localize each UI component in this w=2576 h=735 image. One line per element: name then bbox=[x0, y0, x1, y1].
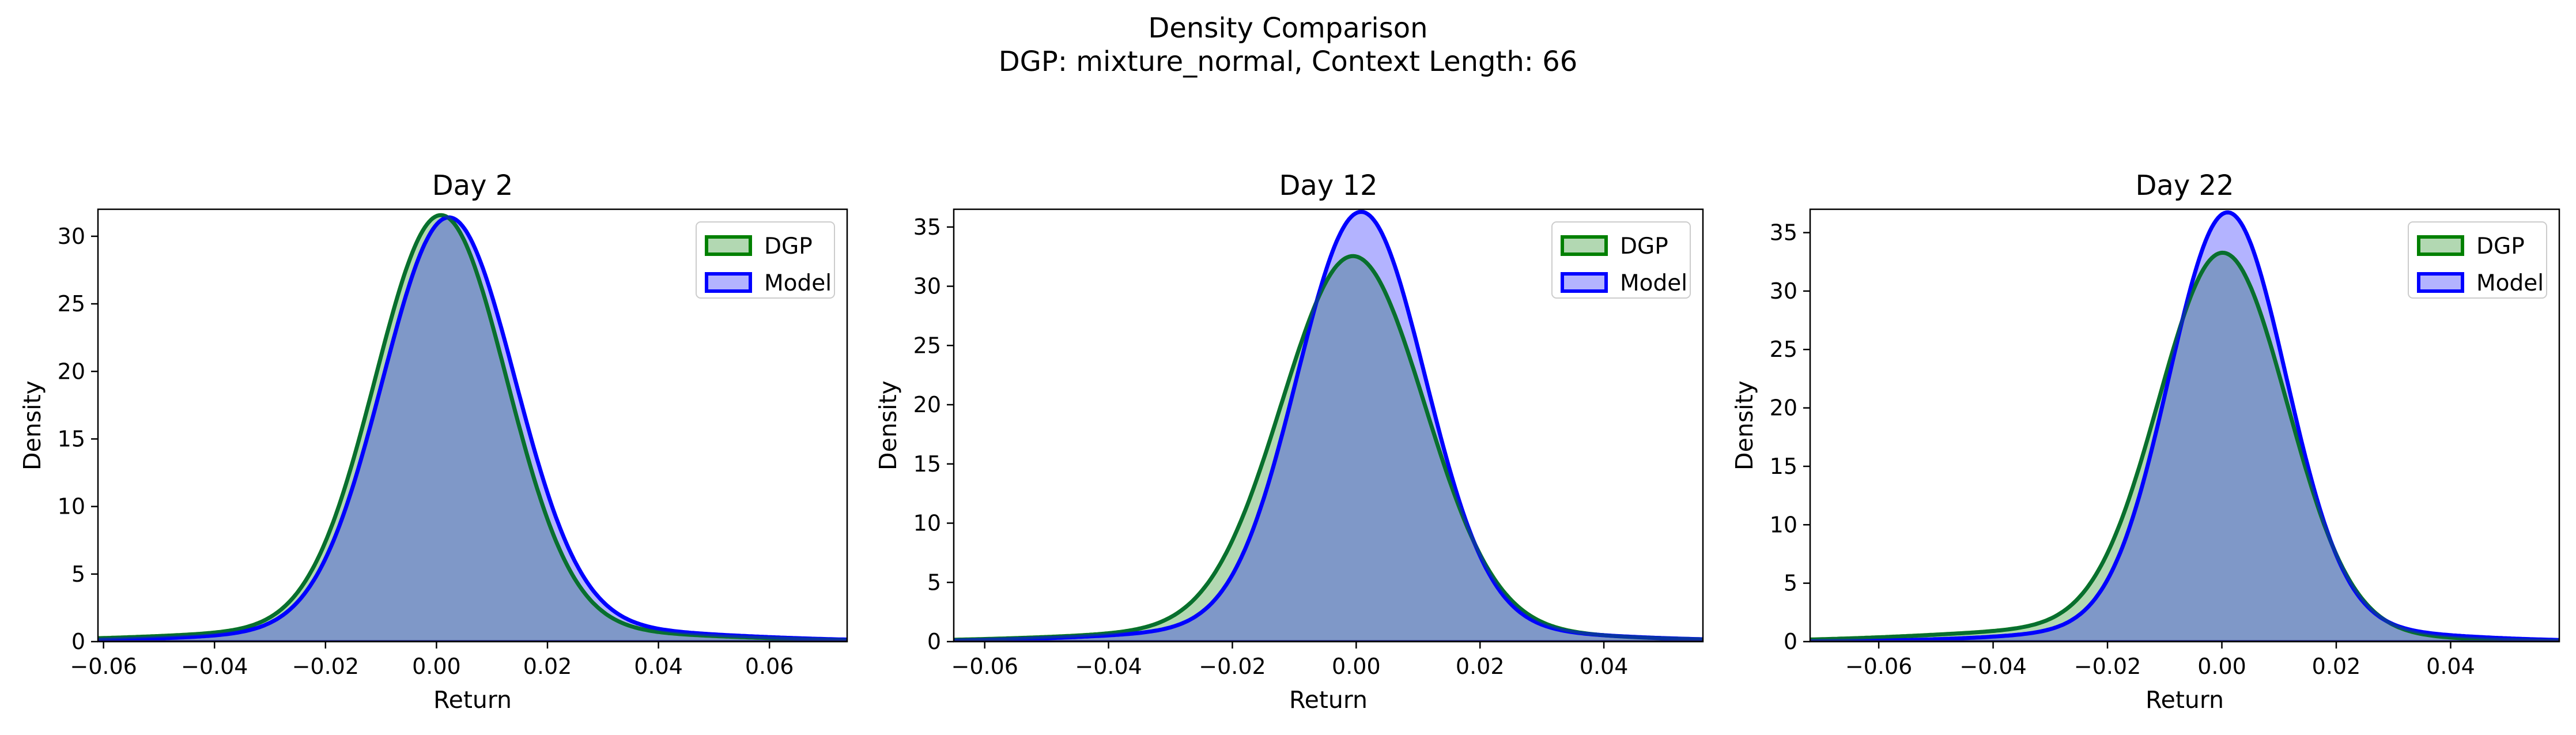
area-overlap bbox=[954, 256, 1703, 642]
legend-label-dgp: DGP bbox=[2476, 233, 2525, 259]
y-tick-label: 0 bbox=[71, 629, 85, 654]
x-tick-label: 0.02 bbox=[1456, 654, 1505, 679]
y-tick-label: 20 bbox=[913, 392, 941, 417]
y-tick-label: 10 bbox=[1770, 512, 1797, 537]
legend-label-model: Model bbox=[1620, 270, 1687, 296]
x-tick-label: 0.00 bbox=[1332, 654, 1381, 679]
y-tick-label: 5 bbox=[1784, 571, 1797, 596]
y-axis-label: Density bbox=[874, 380, 902, 470]
x-tick-label: 0.04 bbox=[634, 654, 683, 679]
x-tick-label: −0.04 bbox=[1959, 654, 2026, 679]
x-tick-label: 0.00 bbox=[412, 654, 461, 679]
y-tick-label: 15 bbox=[1770, 454, 1797, 479]
line-dgp-overlay bbox=[98, 213, 847, 642]
legend-label-model: Model bbox=[764, 270, 832, 296]
y-tick-label: 5 bbox=[927, 570, 941, 595]
subplot-title: Day 2 bbox=[432, 169, 513, 202]
y-tick-label: 10 bbox=[58, 494, 85, 519]
x-tick-label: 0.02 bbox=[2312, 654, 2361, 679]
legend-swatch-model bbox=[705, 272, 752, 293]
x-tick-label: −0.06 bbox=[70, 654, 137, 679]
line-dgp-overlay bbox=[954, 254, 1703, 642]
area-overlap bbox=[1810, 252, 2559, 642]
x-tick-label: −0.02 bbox=[1199, 654, 1266, 679]
y-axis-label: Density bbox=[1731, 380, 1758, 470]
legend: DGP Model bbox=[696, 221, 835, 299]
x-tick-label: 0.02 bbox=[523, 654, 572, 679]
x-tick-label: −0.06 bbox=[951, 654, 1018, 679]
y-tick-label: 25 bbox=[913, 333, 941, 358]
y-tick-label: 25 bbox=[1770, 337, 1797, 362]
legend-label-dgp: DGP bbox=[764, 233, 813, 259]
figure-subtitle: DGP: mixture_normal, Context Length: 66 bbox=[999, 46, 1578, 78]
x-tick-label: −0.04 bbox=[181, 654, 248, 679]
legend-swatch-model bbox=[1561, 272, 1608, 293]
plot-area bbox=[954, 210, 1703, 642]
y-tick-label: 35 bbox=[1770, 220, 1797, 246]
y-tick-label: 5 bbox=[71, 561, 85, 587]
x-tick-label: 0.04 bbox=[2426, 654, 2475, 679]
y-tick-label: 15 bbox=[58, 426, 85, 451]
x-tick-label: 0.00 bbox=[2197, 654, 2246, 679]
x-tick-label: −0.02 bbox=[292, 654, 359, 679]
legend-label-dgp: DGP bbox=[1620, 233, 1668, 259]
x-axis-label: Return bbox=[433, 686, 512, 714]
y-tick-label: 15 bbox=[913, 451, 941, 477]
y-tick-label: 35 bbox=[913, 214, 941, 240]
x-tick-label: −0.02 bbox=[2074, 654, 2141, 679]
y-tick-label: 0 bbox=[1784, 629, 1797, 654]
legend-swatch-model bbox=[2417, 272, 2464, 293]
axes-frame bbox=[953, 208, 1704, 643]
legend: DGP Model bbox=[1551, 221, 1691, 299]
y-tick-label: 30 bbox=[1770, 278, 1797, 304]
y-tick-label: 20 bbox=[58, 359, 85, 384]
y-tick-label: 25 bbox=[58, 291, 85, 316]
line-dgp-overlay bbox=[1810, 251, 2559, 642]
area-overlap bbox=[98, 217, 847, 642]
plot-area bbox=[98, 213, 847, 642]
subplot-title: Day 22 bbox=[2135, 169, 2234, 202]
subplot-2: −0.06 −0.04 −0.02 0.00 0.02 0.04 0 5 10 15 20 25 30 3… bbox=[874, 169, 1704, 714]
x-tick-label: 0.04 bbox=[1580, 654, 1629, 679]
y-tick-label: 20 bbox=[1770, 395, 1797, 421]
subplot-3: −0.06 −0.04 −0.02 0.00 0.02 0.04 0 5 10 15 20 25 30 3… bbox=[1731, 169, 2560, 714]
legend-swatch-dgp bbox=[705, 235, 752, 256]
x-tick-label: 0.06 bbox=[745, 654, 794, 679]
x-tick-label: −0.06 bbox=[1845, 654, 1912, 679]
y-tick-label: 0 bbox=[927, 629, 941, 654]
y-tick-label: 10 bbox=[913, 511, 941, 536]
plot-area bbox=[1810, 210, 2559, 642]
axes-frame bbox=[97, 208, 848, 643]
y-tick-label: 30 bbox=[58, 224, 85, 249]
legend-swatch-dgp bbox=[1561, 235, 1608, 256]
x-axis-label: Return bbox=[1289, 686, 1368, 714]
y-tick-label: 30 bbox=[913, 274, 941, 299]
subplot-panels: −0.06 −0.04 −0.02 0.00 0.02 0.04 0.06 0 5 10 15 20 2… bbox=[18, 169, 2560, 714]
y-axis-label: Density bbox=[18, 380, 46, 470]
legend: DGP Model bbox=[2408, 221, 2547, 299]
axes-frame bbox=[1809, 208, 2560, 643]
x-tick-label: −0.04 bbox=[1075, 654, 1142, 679]
legend-label-model: Model bbox=[2476, 270, 2544, 296]
subplot-1: −0.06 −0.04 −0.02 0.00 0.02 0.04 0.06 0 5 10 15 20 2… bbox=[18, 169, 848, 714]
legend-swatch-dgp bbox=[2417, 235, 2464, 256]
subplot-title: Day 12 bbox=[1279, 169, 1377, 202]
x-axis-label: Return bbox=[2146, 686, 2224, 714]
figure-title: Density Comparison bbox=[1148, 12, 1427, 44]
